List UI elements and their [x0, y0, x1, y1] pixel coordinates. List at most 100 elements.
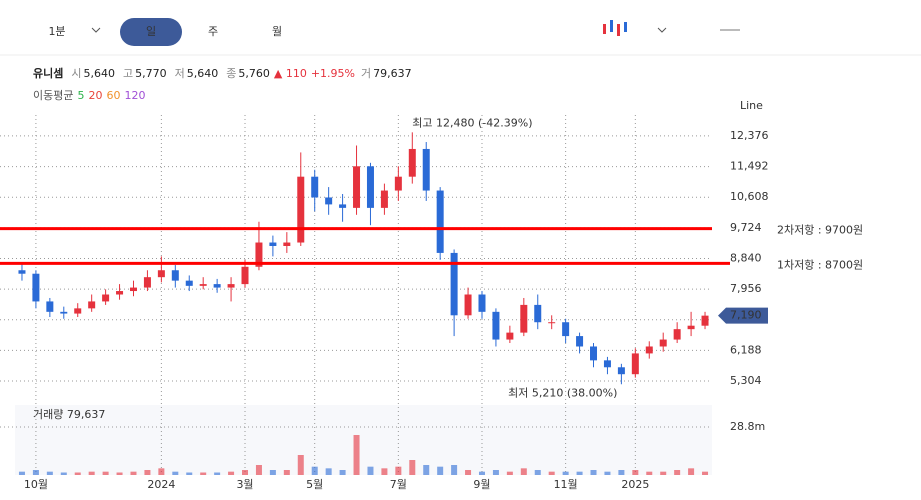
selected-tab-bg[interactable] [120, 18, 182, 46]
candle-body [436, 190, 444, 253]
volume-bar [200, 472, 207, 475]
chevron[interactable] [657, 27, 667, 33]
volume-bar [437, 466, 444, 475]
candle-body [269, 242, 277, 246]
candle-body [157, 270, 165, 278]
volume-bar [409, 460, 416, 475]
volume-bar [186, 472, 193, 475]
candle-body [492, 311, 500, 340]
candle-body [185, 280, 193, 286]
candle-body [590, 346, 598, 361]
candle-body [603, 360, 611, 368]
candle-body [311, 176, 319, 198]
volume-bar [74, 472, 81, 475]
candle-body [199, 284, 207, 286]
candle-body [701, 315, 709, 326]
candle-body [74, 308, 82, 314]
candle-icon[interactable] [603, 20, 627, 36]
info-row: 유니셈 시 5,640 고 5,770 저 5,640 종 5,760 ▲ 110 +1.95% 거 7… [33, 66, 412, 80]
ma-row: 이동평균 5 20 60 120 [33, 89, 145, 102]
candle-body [255, 242, 263, 267]
candle-body [548, 322, 556, 324]
volume-bar [158, 468, 165, 475]
volume-label: 거 [361, 67, 371, 80]
candle-body [46, 301, 54, 312]
volume-bar [367, 466, 374, 475]
volume-bar [604, 471, 611, 475]
field-label: 저 [175, 67, 185, 80]
volume-bar [702, 471, 709, 475]
volume-bar [18, 471, 25, 475]
tab[interactable]: 1분 [48, 25, 65, 38]
volume-bar [632, 470, 639, 475]
candle-body [213, 284, 221, 288]
ma-legend: 120 [124, 89, 145, 102]
candle-body [380, 190, 388, 208]
volume-value: 79,637 [373, 67, 412, 80]
candle-body [464, 294, 472, 316]
volume-bar [88, 471, 95, 475]
candle-body [478, 294, 486, 312]
volume-bar [492, 470, 499, 475]
volume-bar [688, 468, 695, 475]
low-note: 최저 5,210 (38.00%) [508, 386, 617, 399]
y-tick-label: 5,304 [730, 374, 762, 387]
volume-bar [311, 466, 318, 475]
chevron[interactable] [91, 27, 101, 33]
volume-bar [465, 470, 472, 475]
ma-legend: 20 [88, 89, 102, 102]
change-pct: +1.95% [311, 67, 355, 80]
scale-label: Line [740, 99, 763, 112]
volume-bar [339, 470, 346, 475]
tab[interactable]: 주 [208, 25, 218, 38]
candle-body [534, 304, 542, 323]
price-tag [718, 307, 768, 324]
candle-body [339, 204, 347, 208]
field-label: 고 [123, 67, 133, 80]
volume-bar [325, 468, 332, 475]
volume-bar [353, 435, 360, 475]
field-value: 5,640 [187, 67, 219, 80]
volume-bar [562, 471, 569, 475]
candle-body [506, 332, 514, 340]
volume-bar [269, 470, 276, 475]
candle-body [617, 367, 625, 375]
tab[interactable]: 월 [272, 25, 282, 38]
volume-bar [506, 471, 513, 475]
field-value: 5,770 [135, 67, 167, 80]
y-tick-label: 6,188 [730, 343, 762, 356]
volume-bar [255, 465, 262, 475]
x-tick-label: 5월 [306, 478, 323, 491]
field-label: 시 [71, 67, 81, 80]
volume-bar [381, 468, 388, 475]
y-tick-label: 10,608 [730, 190, 769, 203]
candle-body [102, 294, 110, 302]
candle-body [673, 329, 681, 340]
x-tick-label: 10월 [24, 478, 48, 491]
volume-title: 거래량 79,637 [33, 408, 105, 421]
candle-body [659, 339, 667, 347]
candle-body [353, 166, 361, 208]
volume-bar [130, 471, 137, 475]
candle-body [88, 301, 96, 309]
candle-body [297, 176, 305, 243]
field-label: 종 [226, 67, 236, 80]
volume-bar [451, 465, 458, 475]
candle-body [116, 291, 124, 295]
candle-body [394, 176, 402, 191]
candle-body [325, 197, 333, 205]
volume-bar [618, 470, 625, 475]
tab[interactable]: 일 [146, 24, 156, 38]
x-tick-label: 9월 [473, 478, 490, 491]
candle-body [576, 336, 584, 347]
volume-bar [144, 470, 151, 475]
candle-body [143, 277, 151, 288]
candle-body [645, 346, 653, 354]
volume-panel [15, 405, 712, 475]
candle-body [520, 304, 528, 333]
candle-body [422, 148, 430, 191]
volume-bar [172, 471, 179, 475]
x-tick-label: 2024 [147, 478, 175, 491]
candle-body [283, 242, 291, 246]
y-tick-label: 11,492 [730, 160, 769, 173]
